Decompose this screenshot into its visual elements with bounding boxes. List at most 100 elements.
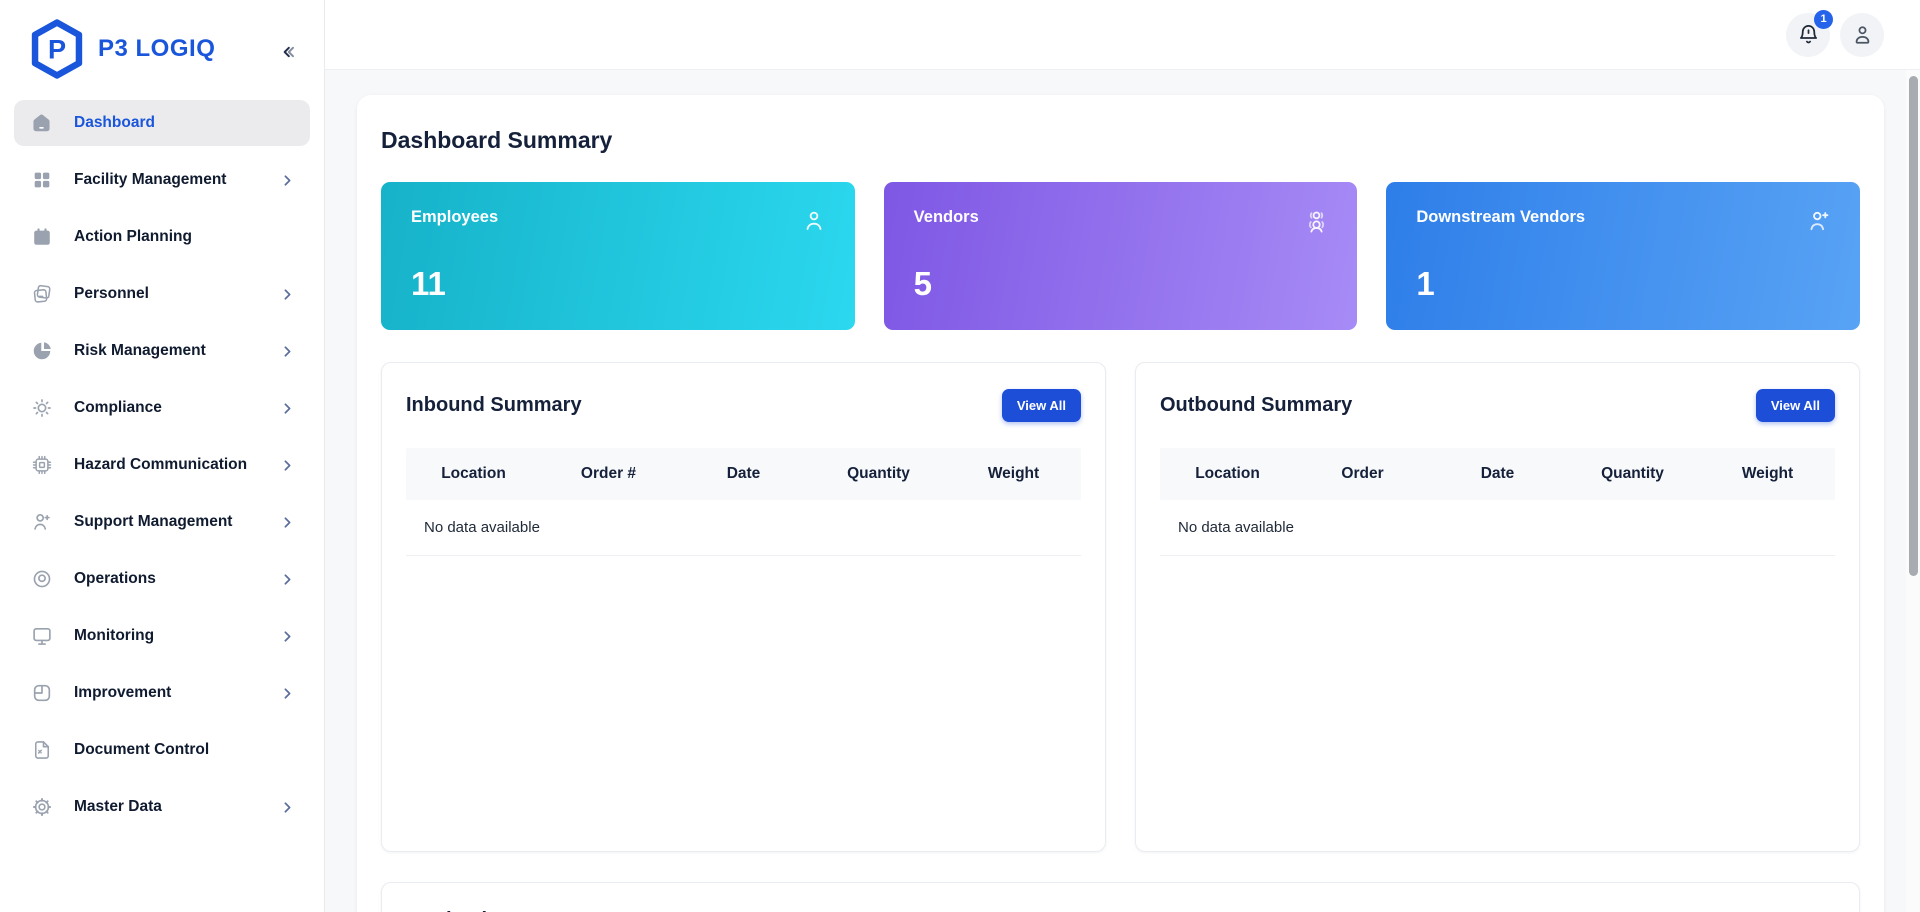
stat-label: Downstream Vendors xyxy=(1416,208,1586,226)
top-header: 1 xyxy=(325,0,1920,70)
users-icon xyxy=(1303,208,1329,234)
notifications-button[interactable]: 1 xyxy=(1786,9,1833,57)
sidebar-item-label: Support Management xyxy=(74,513,233,530)
profile-button[interactable] xyxy=(1840,12,1884,57)
sidebar-item-label: Compliance xyxy=(74,399,162,416)
home-icon xyxy=(30,112,53,135)
column-header: Weight xyxy=(1741,465,1794,482)
chevron-right-icon xyxy=(279,799,296,816)
inbound-table-header: Location Order # Date Quantity Weight xyxy=(406,448,1081,500)
sidebar-item-monitoring[interactable]: Monitoring xyxy=(14,613,310,659)
sidebar-item-document-control[interactable]: Document Control xyxy=(14,727,310,773)
chevron-right-icon xyxy=(279,400,296,417)
sidebar-item-personnel[interactable]: Personnel xyxy=(14,271,310,317)
page-title: Dashboard Summary xyxy=(381,127,613,153)
chip-icon xyxy=(30,454,53,477)
sidebar-item-label: Improvement xyxy=(74,684,172,701)
column-header: Quantity xyxy=(1601,465,1664,482)
scrollbar-track[interactable] xyxy=(1906,70,1920,912)
outbound-view-all-button[interactable]: View All xyxy=(1755,389,1835,422)
cards-icon xyxy=(30,283,53,306)
stat-value: 11 xyxy=(411,265,446,302)
inbound-view-all-button[interactable]: View All xyxy=(1001,389,1081,422)
sidebar-item-dashboard[interactable]: Dashboard xyxy=(14,100,310,146)
sidebar-collapse-button[interactable] xyxy=(274,38,302,66)
sidebar-item-label: Master Data xyxy=(74,798,162,815)
column-header: Order xyxy=(1341,465,1384,482)
column-header: Date xyxy=(1480,465,1515,482)
column-header: Date xyxy=(726,465,761,482)
file-icon xyxy=(30,739,53,762)
user-plus-icon xyxy=(1806,208,1832,234)
column-header: Location xyxy=(1195,465,1260,482)
user-icon xyxy=(801,208,827,234)
sidebar-item-label: Monitoring xyxy=(74,627,155,644)
monitor-icon xyxy=(30,625,53,648)
calendar-icon xyxy=(30,226,53,249)
panel-title: Outbound Summary xyxy=(1160,394,1353,416)
sidebar-item-operations[interactable]: Operations xyxy=(14,556,310,602)
column-header: Quantity xyxy=(847,465,910,482)
column-header: Order # xyxy=(580,465,637,482)
chevron-right-icon xyxy=(279,343,296,360)
sidebar-item-improvement[interactable]: Improvement xyxy=(14,670,310,716)
inbound-empty-message: No data available xyxy=(406,500,1081,556)
sidebar-item-facility-management[interactable]: Facility Management xyxy=(14,157,310,203)
chevron-right-icon xyxy=(279,571,296,588)
main-column: 1 Dashboard Summary Employees xyxy=(325,0,1920,912)
outbound-empty-message: No data available xyxy=(1160,500,1835,556)
target-icon xyxy=(30,568,53,591)
stat-value: 1 xyxy=(1416,265,1435,302)
production-panel: Production xyxy=(381,882,1860,912)
panel-title: Production xyxy=(406,909,512,912)
content-scroll-area: Dashboard Summary Employees xyxy=(325,70,1920,912)
notification-badge: 1 xyxy=(1814,9,1833,29)
chevron-right-icon xyxy=(279,628,296,645)
chevrons-left-icon xyxy=(278,42,298,62)
grid-icon xyxy=(30,169,53,192)
bell-icon xyxy=(1797,23,1820,46)
sidebar-item-label: Personnel xyxy=(74,285,149,302)
user-icon xyxy=(1851,23,1874,46)
pie-chart-icon xyxy=(30,340,53,363)
sidebar-item-support-management[interactable]: Support Management xyxy=(14,499,310,545)
sidebar-item-label: Risk Management xyxy=(74,342,206,359)
layout-icon xyxy=(30,682,53,705)
column-header: Weight xyxy=(987,465,1040,482)
chevron-right-icon xyxy=(279,514,296,531)
chevron-right-icon xyxy=(279,286,296,303)
svg-text:P: P xyxy=(48,34,66,65)
chevron-right-icon xyxy=(279,457,296,474)
sidebar-item-label: Facility Management xyxy=(74,171,227,188)
stat-label: Employees xyxy=(411,208,499,226)
stat-cards-row: Employees 11 Vendors xyxy=(381,182,1861,330)
sidebar-item-label: Dashboard xyxy=(74,114,155,131)
dashboard-summary-card: Dashboard Summary Employees xyxy=(357,95,1884,912)
sidebar-item-label: Hazard Communication xyxy=(74,456,248,473)
scrollbar-thumb[interactable] xyxy=(1909,76,1918,576)
sidebar-item-hazard-communication[interactable]: Hazard Communication xyxy=(14,442,310,488)
outbound-table-header: Location Order Date Quantity Weight xyxy=(1160,448,1835,500)
sidebar-item-label: Operations xyxy=(74,570,156,587)
inbound-summary-panel: Inbound Summary View All Location Order … xyxy=(381,362,1106,852)
panel-title: Inbound Summary xyxy=(406,394,582,416)
sun-icon xyxy=(30,397,53,420)
outbound-summary-panel: Outbound Summary View All Location Order… xyxy=(1135,362,1860,852)
sidebar-item-action-planning[interactable]: Action Planning xyxy=(14,214,310,260)
column-header: Location xyxy=(441,465,506,482)
summary-panels-row: Inbound Summary View All Location Order … xyxy=(381,362,1860,852)
stat-card-employees[interactable]: Employees 11 xyxy=(381,182,855,330)
gear-icon xyxy=(30,796,53,819)
sidebar-item-label: Action Planning xyxy=(74,228,192,245)
logo-row: P P3 LOGIQ xyxy=(14,10,310,88)
stat-card-vendors[interactable]: Vendors 5 xyxy=(883,182,1358,330)
chevron-right-icon xyxy=(279,172,296,189)
sidebar-item-master-data[interactable]: Master Data xyxy=(14,784,310,830)
user-plus-icon xyxy=(30,511,53,534)
stat-label: Vendors xyxy=(913,208,979,226)
sidebar-nav: Dashboard Facility Management xyxy=(14,100,310,830)
sidebar-item-compliance[interactable]: Compliance xyxy=(14,385,310,431)
sidebar-item-risk-management[interactable]: Risk Management xyxy=(14,328,310,374)
stat-card-downstream-vendors[interactable]: Downstream Vendors 1 xyxy=(1386,182,1861,330)
